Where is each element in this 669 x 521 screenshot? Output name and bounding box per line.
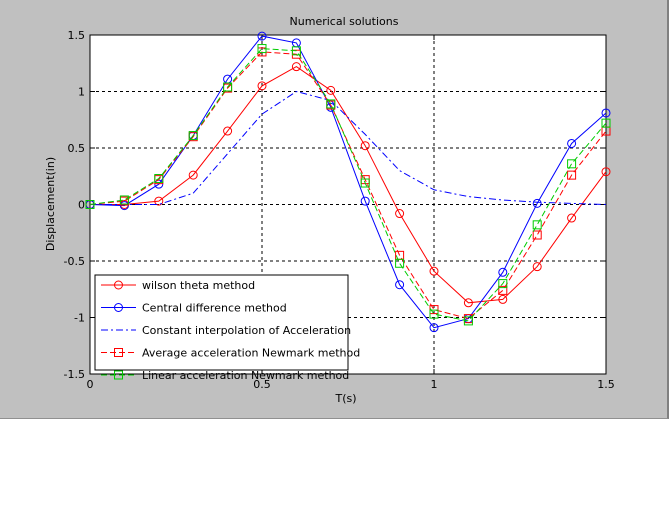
x-axis-label: T(s) (334, 392, 356, 405)
data-point (463, 316, 473, 326)
data-point (188, 170, 198, 180)
legend-marker (114, 370, 123, 380)
series-line (89, 48, 607, 322)
data-point (223, 126, 233, 136)
data-point (360, 178, 370, 188)
data-point (326, 99, 336, 109)
data-point (429, 309, 439, 319)
data-point (532, 230, 542, 240)
legend-marker (114, 280, 123, 290)
legend-entry: Linear acceleration Newmark method (142, 369, 349, 382)
data-point (567, 213, 577, 223)
x-tick-label: 1.5 (597, 378, 615, 391)
y-tick-label: 1 (78, 86, 85, 99)
data-point (498, 267, 508, 277)
data-point (567, 170, 577, 180)
data-point (85, 200, 95, 209)
data-point (395, 258, 405, 268)
legend: wilson theta method Central difference me… (94, 274, 360, 382)
series-2 (90, 90, 607, 205)
y-tick-label: 1.5 (68, 29, 86, 42)
data-point (291, 62, 301, 72)
legend-marker (114, 348, 123, 357)
data-point (360, 141, 370, 151)
data-point (567, 138, 577, 148)
y-tick-label: -1.5 (64, 368, 85, 381)
data-point (291, 46, 301, 56)
y-axis-label: Displacement(in) (44, 157, 57, 251)
x-tick-label: 0.5 (253, 378, 271, 391)
data-point (601, 167, 611, 177)
data-point (532, 198, 542, 208)
legend-box (94, 274, 349, 371)
legend-entry: Average acceleration Newmark method (142, 347, 360, 360)
series-layer (85, 31, 611, 333)
legend-entry: Central difference method (142, 302, 287, 315)
data-point (395, 280, 405, 290)
y-tick-label: 0.5 (68, 142, 86, 155)
series-line (89, 35, 607, 329)
data-point (257, 81, 267, 91)
axis-ticks: 0 0.5 1 1.5 -1.5 -1 -0.5 0 0.5 1 1.5 (64, 29, 615, 391)
data-point (463, 298, 473, 308)
data-point (567, 159, 577, 169)
data-point (257, 31, 267, 41)
data-point (601, 108, 611, 118)
legend-marker (114, 303, 123, 312)
data-point (532, 220, 542, 230)
data-point (601, 118, 611, 128)
y-tick-label: 0 (78, 199, 85, 212)
data-point (119, 195, 129, 205)
series-line (89, 51, 607, 320)
data-point (498, 294, 508, 304)
data-point (119, 201, 129, 211)
data-point (498, 279, 508, 289)
chart-title: Numerical solutions (290, 15, 399, 28)
y-tick-label: -1 (74, 312, 85, 325)
x-tick-label: 1 (431, 378, 438, 391)
x-tick-label: 0 (87, 378, 94, 391)
data-point (223, 82, 233, 92)
data-point (395, 209, 405, 219)
data-point (188, 131, 198, 141)
data-point (326, 85, 336, 95)
data-point (257, 44, 267, 54)
data-point (360, 196, 370, 206)
series-line (90, 90, 607, 205)
legend-entry: Constant interpolation of Acceleration (142, 324, 351, 337)
chart-plot: 0 0.5 1 1.5 -1.5 -1 -0.5 0 0.5 1 1.5 Numerical sol… (44, 15, 615, 405)
data-point (532, 262, 542, 272)
data-point (429, 323, 439, 333)
series-4 (85, 44, 611, 326)
data-point (154, 196, 164, 206)
data-point (429, 266, 439, 276)
data-point (154, 174, 164, 184)
data-point (429, 305, 439, 315)
data-point (498, 285, 508, 295)
legend-entry: wilson theta method (142, 279, 255, 292)
y-tick-label: -0.5 (64, 255, 85, 268)
